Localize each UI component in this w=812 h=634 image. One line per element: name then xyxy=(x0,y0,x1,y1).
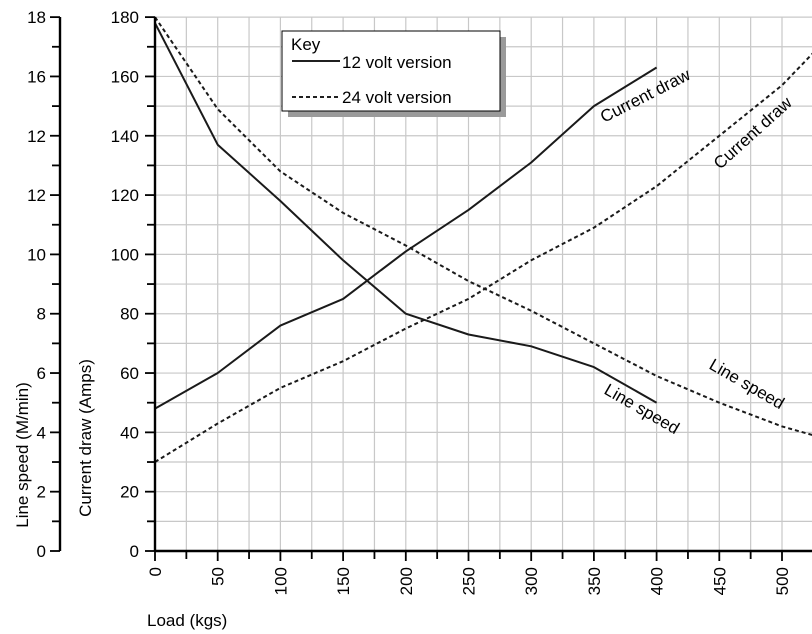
current-tick-label: 120 xyxy=(111,186,139,205)
x-tick-label: 450 xyxy=(710,567,729,595)
speed-tick-label: 8 xyxy=(37,305,46,324)
speed-tick-label: 12 xyxy=(27,186,46,205)
current-tick-label: 0 xyxy=(130,542,139,561)
speed-tick-label: 18 xyxy=(27,8,46,27)
x-tick-label: 300 xyxy=(522,567,541,595)
current-tick-label: 40 xyxy=(120,423,139,442)
speed-tick-label: 2 xyxy=(37,483,46,502)
x-tick-label: 500 xyxy=(773,567,792,595)
x-tick-label: 350 xyxy=(585,567,604,595)
current-tick-label: 160 xyxy=(111,67,139,86)
x-tick-label: 0 xyxy=(146,567,165,576)
current-tick-label: 180 xyxy=(111,8,139,27)
series-line-current-24v xyxy=(154,52,812,463)
speed-tick-label: 4 xyxy=(37,423,46,442)
current-tick-label: 140 xyxy=(111,127,139,146)
series-line-speed-12v xyxy=(154,22,658,404)
series-line-current-12v xyxy=(154,66,658,410)
x-axis-title: Load (kgs) xyxy=(147,611,227,630)
speed-axis-title: Line speed (M/min) xyxy=(13,382,32,528)
current-tick-label: 100 xyxy=(111,245,139,264)
legend-label-24v: 24 volt version xyxy=(342,88,452,107)
current-axis-title: Current draw (Amps) xyxy=(76,359,95,517)
x-tick-label: 250 xyxy=(460,567,479,595)
speed-axis-ticks: 0 2 4 6 8 10 12 12 16 18 xyxy=(27,8,60,561)
current-tick-label: 80 xyxy=(120,305,139,324)
x-tick-label: 100 xyxy=(271,567,290,595)
speed-tick-label: 10 xyxy=(27,245,46,264)
legend-title: Key xyxy=(291,35,321,54)
series-layer xyxy=(154,16,812,463)
x-tick-label: 400 xyxy=(648,567,667,595)
speed-tick-label: 6 xyxy=(37,364,46,383)
current-axis-ticks: 0 20 40 60 80 100 120 140 160 180 xyxy=(111,8,155,561)
speed-tick-label: 12 xyxy=(27,127,46,146)
legend-box xyxy=(281,30,501,112)
series-line-speed-24v xyxy=(154,16,812,436)
speed-tick-label: 0 xyxy=(37,542,46,561)
speed-tick-label: 16 xyxy=(27,67,46,86)
legend-label-12v: 12 volt version xyxy=(342,53,452,72)
x-tick-label: 200 xyxy=(397,567,416,595)
x-tick-label: 150 xyxy=(334,567,353,595)
legend: Key 12 volt version 24 volt version xyxy=(281,30,506,117)
current-tick-label: 20 xyxy=(120,483,139,502)
current-tick-label: 60 xyxy=(120,364,139,383)
x-tick-label: 50 xyxy=(209,567,228,586)
x-ticks: 0 50 100 150 200 250 300 350 400 450 500 xyxy=(146,551,792,595)
